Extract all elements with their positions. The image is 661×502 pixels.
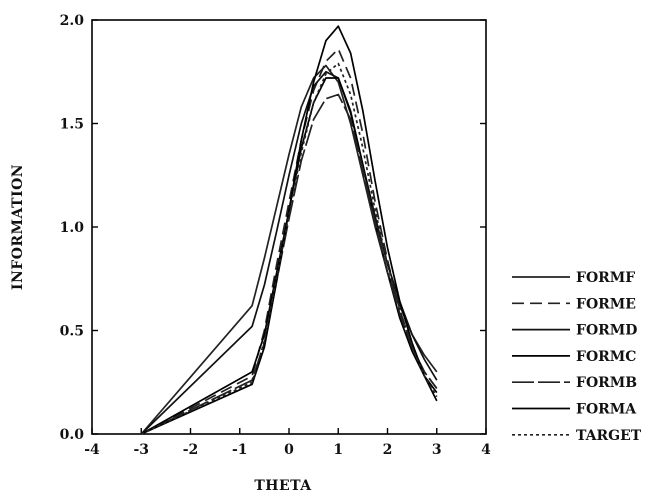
- series-line-target: [140, 62, 438, 435]
- x-tick-label: -1: [232, 442, 248, 458]
- series-line-forma: [140, 25, 438, 435]
- y-tick-label: 1.0: [60, 220, 85, 236]
- x-tick-label: 2: [383, 442, 393, 458]
- series-line-formb: [140, 93, 438, 435]
- y-tick-label: 1.5: [60, 117, 84, 133]
- series-layer: [140, 25, 438, 435]
- x-tick-label: 3: [432, 442, 442, 458]
- legend: FORMF FORME FORMD FORMC FORMB FORMA TARGET: [512, 270, 642, 444]
- series-line-forme: [140, 48, 438, 435]
- y-tick-label: 0.0: [60, 427, 85, 443]
- series-line-formf: [140, 64, 438, 435]
- x-tick-label: 0: [284, 442, 294, 458]
- y-tick-label: 0.5: [60, 324, 84, 340]
- x-tick-label: -3: [133, 442, 149, 458]
- legend-label-formf: FORMF: [576, 270, 635, 286]
- legend-label-target: TARGET: [576, 428, 642, 444]
- legend-label-formd: FORMD: [576, 323, 637, 339]
- y-tick-label: 2.0: [60, 13, 85, 29]
- legend-label-forma: FORMA: [576, 402, 637, 418]
- plot-frame: [91, 19, 487, 435]
- series-line-formc: [140, 77, 438, 435]
- x-axis-title: THETA: [254, 478, 312, 494]
- x-tick-label: 4: [481, 442, 491, 458]
- axis-ticks: -4 -3 -2 -1 0 1 2 3 4 0.0 0.5 1.0 1.5 2.0: [60, 13, 491, 458]
- y-axis-title: INFORMATION: [10, 164, 26, 290]
- legend-label-formc: FORMC: [576, 349, 636, 365]
- x-tick-label: -4: [84, 442, 100, 458]
- legend-label-forme: FORME: [576, 296, 636, 312]
- x-tick-label: -2: [183, 442, 199, 458]
- series-line-formd: [140, 70, 438, 435]
- legend-label-formb: FORMB: [576, 375, 637, 391]
- x-tick-label: 1: [333, 442, 343, 458]
